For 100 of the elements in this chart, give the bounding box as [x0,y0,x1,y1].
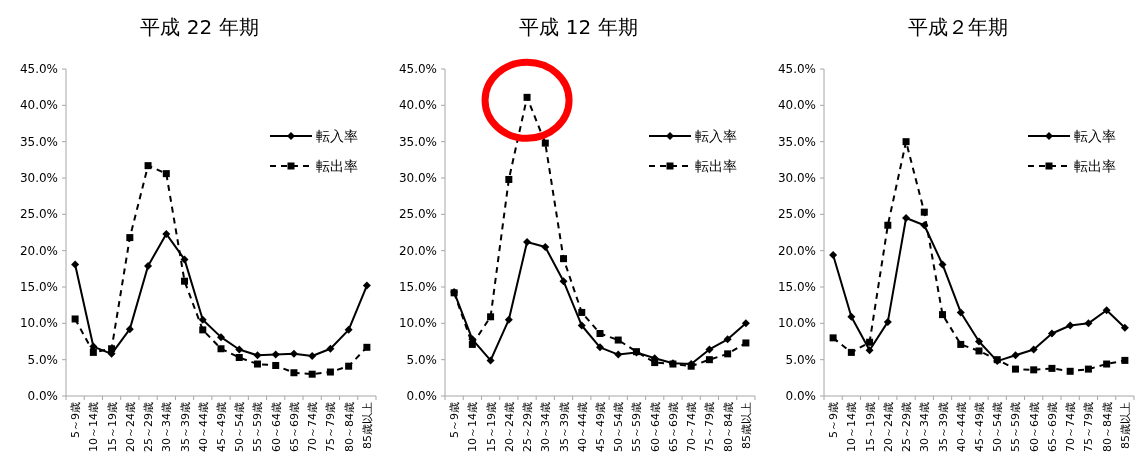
point [723,335,732,344]
point [308,352,317,361]
point [235,345,244,354]
x-tick-label: 5～9歳 [69,402,83,438]
point [883,317,892,326]
point [847,348,855,356]
point [199,326,207,334]
y-tick-label: 30.0% [19,171,58,185]
point [71,315,79,323]
x-tick-label: 70～74歳 [1064,402,1078,452]
x-tick-label: 25～29歳 [521,402,535,452]
x-tick-label: 85歳以上 [739,402,753,449]
point [89,348,97,356]
x-tick-label: 30～34歳 [539,402,553,452]
point [450,289,458,297]
point [1011,351,1020,360]
x-tick-label: 35～39歳 [178,402,192,452]
point [181,277,189,285]
point [308,370,316,378]
y-tick-label: 10.0% [777,316,816,331]
point [559,277,568,286]
y-tick-label: 35.0% [777,134,816,149]
point [920,208,928,216]
point [866,338,874,346]
point [705,356,713,364]
point [938,260,947,269]
y-tick-label: 20.0% [19,243,58,258]
point [108,345,116,353]
point [344,325,353,334]
x-tick-label: 40～44歳 [575,402,589,452]
x-tick-label: 5～9歳 [827,402,841,438]
x-tick-label: 20～24歳 [123,402,137,452]
point [939,311,947,319]
point [363,343,371,351]
point [577,321,586,330]
x-tick-label: 70～74歳 [685,402,699,452]
point [596,330,604,338]
y-tick-label: 25.0% [777,207,816,222]
x-tick-label: 85歳以上 [360,402,374,449]
y-tick-label: 35.0% [19,134,58,149]
y-tick-label: 25.0% [398,207,437,222]
x-tick-label: 25～29歳 [900,402,914,452]
point [217,345,225,353]
x-tick-label: 5～9歳 [448,402,462,438]
point [1120,323,1129,332]
point [1029,345,1038,354]
point [847,312,856,321]
point [614,350,623,359]
point [235,353,243,361]
x-tick-label: 80～84歳 [721,402,735,452]
y-tick-label: 20.0% [777,243,816,258]
point [271,350,280,359]
y-tick-label: 45.0% [398,62,437,76]
x-tick-label: 15～19歳 [105,402,119,452]
y-tick-label: 10.0% [19,316,58,331]
point [144,261,153,270]
point [829,334,837,342]
point [217,333,225,342]
point [272,361,280,369]
y-tick-label: 10.0% [398,316,437,331]
point [253,351,262,360]
legend-label: 転入率 [695,128,737,144]
point [1011,365,1019,373]
point [126,234,134,242]
point [523,93,531,101]
y-tick-label: 45.0% [19,62,58,76]
x-tick-label: 10～14歳 [87,402,101,452]
point [975,337,983,346]
x-tick-label: 60～64歳 [269,402,283,452]
x-tick-label: 70～74歳 [306,402,320,452]
point [1066,321,1075,330]
point [956,308,965,317]
point [541,243,550,252]
y-tick-label: 5.0% [406,352,437,367]
x-tick-label: 85歳以上 [1118,402,1132,449]
x-tick-label: 80～84歳 [1100,402,1114,452]
x-tick-label: 65～69歳 [666,402,680,452]
point [253,360,261,368]
legend-label: 転入率 [316,128,358,144]
x-tick-label: 15～19歳 [484,402,498,452]
point [290,369,298,377]
x-tick-label: 30～34歳 [918,402,932,452]
chart-title: 平成２年期 [907,15,1008,39]
point [1084,365,1092,373]
point [180,255,189,264]
x-tick-label: 55～59歳 [1009,402,1023,452]
point [1084,319,1093,328]
x-tick-label: 25～29歳 [142,402,156,452]
x-tick-label: 40～44歳 [196,402,210,452]
point [1048,364,1056,372]
legend-label: 転入率 [1074,128,1116,144]
point [1102,306,1111,315]
point [289,349,298,358]
point [957,340,965,348]
x-tick-label: 65～69歳 [1045,402,1059,452]
point [1121,356,1129,364]
point [884,221,892,229]
y-tick-label: 0.0% [406,389,437,403]
y-tick-label: 15.0% [19,280,58,294]
point [742,339,750,347]
